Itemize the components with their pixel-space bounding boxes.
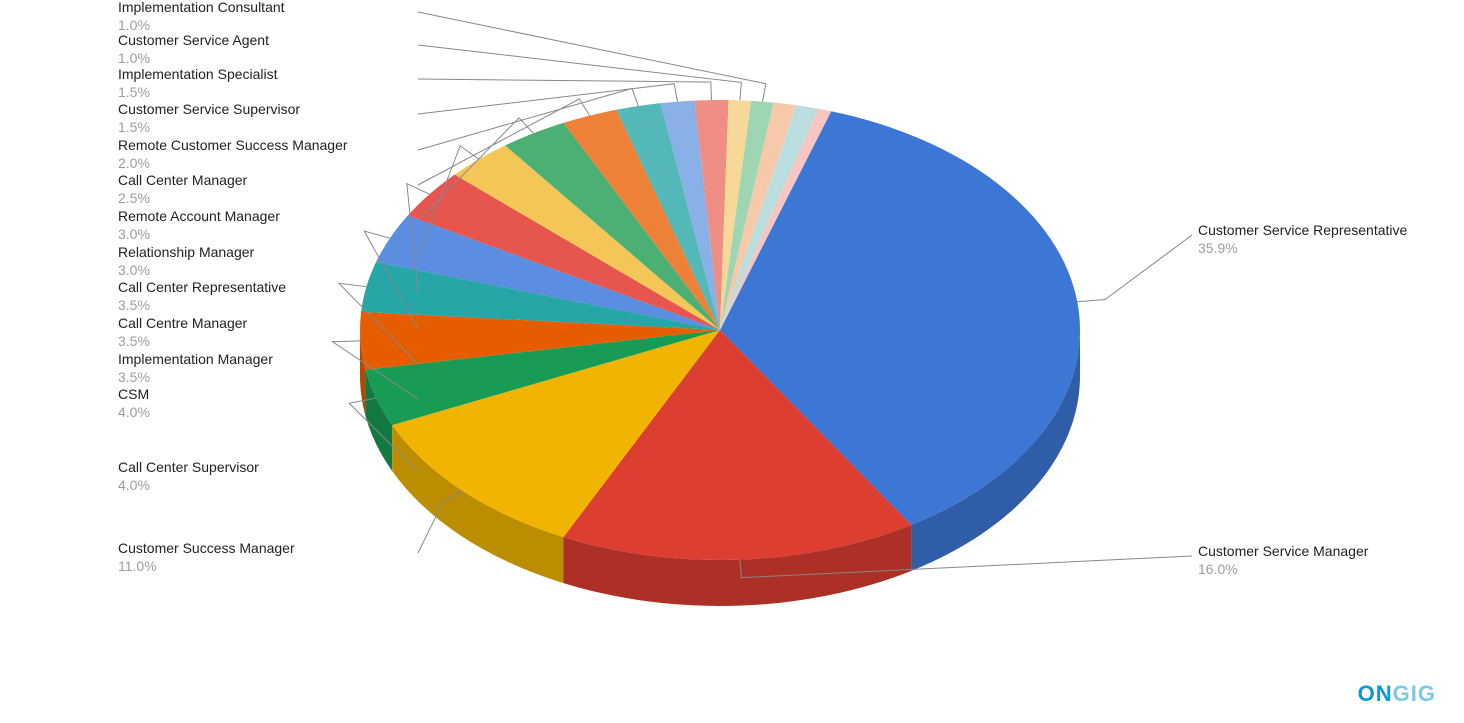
slice-label-pct: 4.0% [118, 477, 150, 493]
slice-label-pct: 3.5% [118, 369, 150, 385]
slice-label-title: Relationship Manager [118, 244, 255, 260]
slice-label-title: Customer Service Supervisor [118, 101, 300, 117]
slice-label-title: Remote Customer Success Manager [118, 137, 348, 153]
pie-top [360, 100, 1080, 560]
slice-label-pct: 3.5% [118, 333, 150, 349]
slice-label-title: Remote Account Manager [118, 208, 280, 224]
slice-label-pct: 3.0% [118, 262, 150, 278]
slice-label-title: Call Centre Manager [118, 315, 248, 331]
slice-label-pct: 1.0% [118, 17, 150, 33]
leader-line [1077, 235, 1192, 302]
slice-label-title: Customer Success Manager [118, 540, 295, 556]
slice-label-title: Implementation Specialist [118, 66, 278, 82]
slice-label-title: Call Center Representative [118, 279, 286, 295]
leader-line [418, 45, 741, 100]
logo-part-2: GIG [1393, 681, 1436, 706]
leader-line [418, 12, 766, 102]
slice-label-pct: 1.0% [118, 50, 150, 66]
slice-label-pct: 4.0% [118, 404, 150, 420]
slice-label-title: Implementation Consultant [118, 0, 285, 15]
ongig-logo: ONGIG [1358, 681, 1436, 707]
slice-label-title: Call Center Supervisor [118, 459, 259, 475]
slice-label-title: Customer Service Representative [1198, 222, 1408, 238]
slice-label-title: CSM [118, 386, 149, 402]
slice-label-title: Implementation Manager [118, 351, 273, 367]
slice-label-title: Customer Service Manager [1198, 543, 1369, 559]
slice-label-pct: 3.5% [118, 297, 150, 313]
slice-label-pct: 2.0% [118, 155, 150, 171]
slice-label-pct: 2.5% [118, 190, 150, 206]
pie-chart: Customer Service Representative 35.9% Cust… [0, 0, 1464, 723]
logo-part-1: ON [1358, 681, 1393, 706]
slice-label-title: Customer Service Agent [118, 32, 269, 48]
slice-label-pct: 11.0% [118, 558, 157, 574]
slice-label-title: Call Center Manager [118, 172, 248, 188]
slice-label-pct: 3.0% [118, 226, 150, 242]
slice-label-pct: 16.0% [1198, 561, 1238, 577]
slice-label-pct: 35.9% [1198, 240, 1238, 256]
slice-label-pct: 1.5% [118, 84, 150, 100]
slice-label-pct: 1.5% [118, 119, 150, 135]
